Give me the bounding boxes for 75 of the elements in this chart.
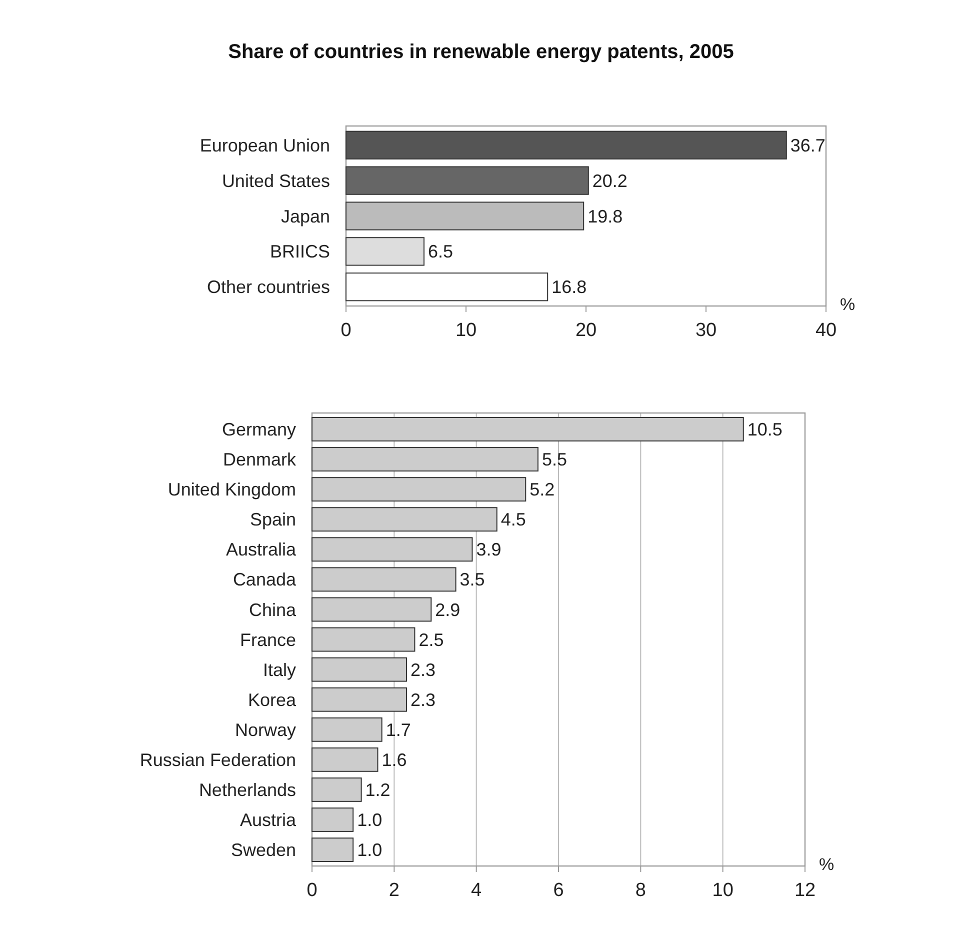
data-label: 36.7 bbox=[790, 135, 826, 156]
y-tick-label: Italy bbox=[262, 660, 296, 680]
data-label: 2.3 bbox=[410, 660, 436, 680]
x-tick-label: 8 bbox=[635, 880, 646, 901]
bar bbox=[312, 747, 378, 772]
y-tick-label: China bbox=[248, 600, 297, 620]
bar bbox=[312, 687, 407, 712]
y-tick-label: Australia bbox=[226, 540, 297, 560]
x-tick-label: 10 bbox=[712, 880, 734, 901]
bar bbox=[346, 202, 584, 230]
data-label: 4.5 bbox=[500, 510, 526, 530]
data-label: 20.2 bbox=[592, 170, 628, 191]
bar bbox=[312, 808, 354, 832]
y-tick-label: BRIICS bbox=[270, 242, 330, 262]
bar bbox=[312, 597, 432, 622]
data-label: 1.7 bbox=[386, 720, 411, 740]
x-tick-label: 12 bbox=[794, 880, 816, 901]
data-label: 2.3 bbox=[410, 690, 436, 710]
y-tick-label: Spain bbox=[250, 510, 296, 530]
bar bbox=[312, 627, 416, 652]
data-label: 1.2 bbox=[365, 780, 390, 800]
y-tick-label: Netherlands bbox=[198, 780, 296, 800]
x-tick-label: 30 bbox=[695, 320, 717, 341]
data-label: 5.2 bbox=[530, 480, 555, 500]
y-tick-label: Austria bbox=[240, 810, 297, 830]
data-label: 2.9 bbox=[435, 600, 460, 620]
data-label: 10.5 bbox=[747, 420, 782, 440]
data-label: 1.0 bbox=[357, 840, 382, 860]
bar bbox=[312, 447, 538, 472]
y-tick-label: United States bbox=[222, 170, 330, 191]
bar bbox=[312, 777, 362, 802]
x-tick-label: 0 bbox=[340, 320, 352, 341]
x-axis-title: % bbox=[840, 295, 856, 314]
bar bbox=[346, 166, 589, 195]
bar bbox=[312, 838, 354, 862]
y-tick-label: European Union bbox=[200, 135, 330, 156]
data-label: 16.8 bbox=[552, 277, 587, 298]
data-label: 5.5 bbox=[542, 450, 567, 470]
x-tick-label: 0 bbox=[306, 880, 318, 901]
y-tick-label: Other countries bbox=[206, 277, 330, 298]
bar bbox=[312, 537, 473, 562]
y-tick-label: France bbox=[240, 630, 296, 650]
x-tick-label: 4 bbox=[471, 880, 482, 901]
y-tick-label: Korea bbox=[248, 690, 297, 710]
bar bbox=[312, 477, 526, 502]
bar bbox=[312, 567, 456, 592]
x-tick-label: 2 bbox=[388, 880, 400, 901]
bar bbox=[312, 717, 382, 742]
y-tick-label: Japan bbox=[280, 206, 330, 226]
data-label: 3.9 bbox=[476, 540, 502, 560]
bar bbox=[312, 507, 498, 532]
x-tick-label: 20 bbox=[575, 320, 597, 341]
y-tick-label: United Kingdom bbox=[168, 480, 296, 500]
y-tick-label: Denmark bbox=[222, 450, 297, 470]
y-tick-label: Canada bbox=[232, 570, 297, 590]
y-tick-label: Norway bbox=[234, 720, 296, 740]
bar bbox=[312, 657, 407, 682]
data-label: 2.5 bbox=[418, 630, 444, 650]
x-tick-label: 40 bbox=[815, 320, 837, 341]
x-tick-label: 10 bbox=[455, 320, 477, 341]
x-tick-label: 6 bbox=[553, 880, 564, 901]
y-tick-label: Russian Federation bbox=[140, 750, 296, 770]
y-tick-label: Sweden bbox=[230, 840, 296, 860]
bar bbox=[346, 130, 787, 160]
data-label: 6.5 bbox=[428, 242, 454, 262]
x-axis-title: % bbox=[819, 855, 834, 874]
bar bbox=[312, 417, 744, 442]
bar bbox=[346, 237, 424, 266]
data-label: 1.0 bbox=[357, 810, 382, 830]
y-tick-label: Germany bbox=[222, 420, 296, 440]
chart-title: Share of countries in renewable energy patents, 2005 bbox=[228, 41, 734, 63]
data-label: 3.5 bbox=[460, 570, 485, 590]
bar bbox=[346, 272, 548, 302]
data-label: 1.6 bbox=[382, 750, 407, 770]
data-label: 19.8 bbox=[588, 206, 623, 226]
